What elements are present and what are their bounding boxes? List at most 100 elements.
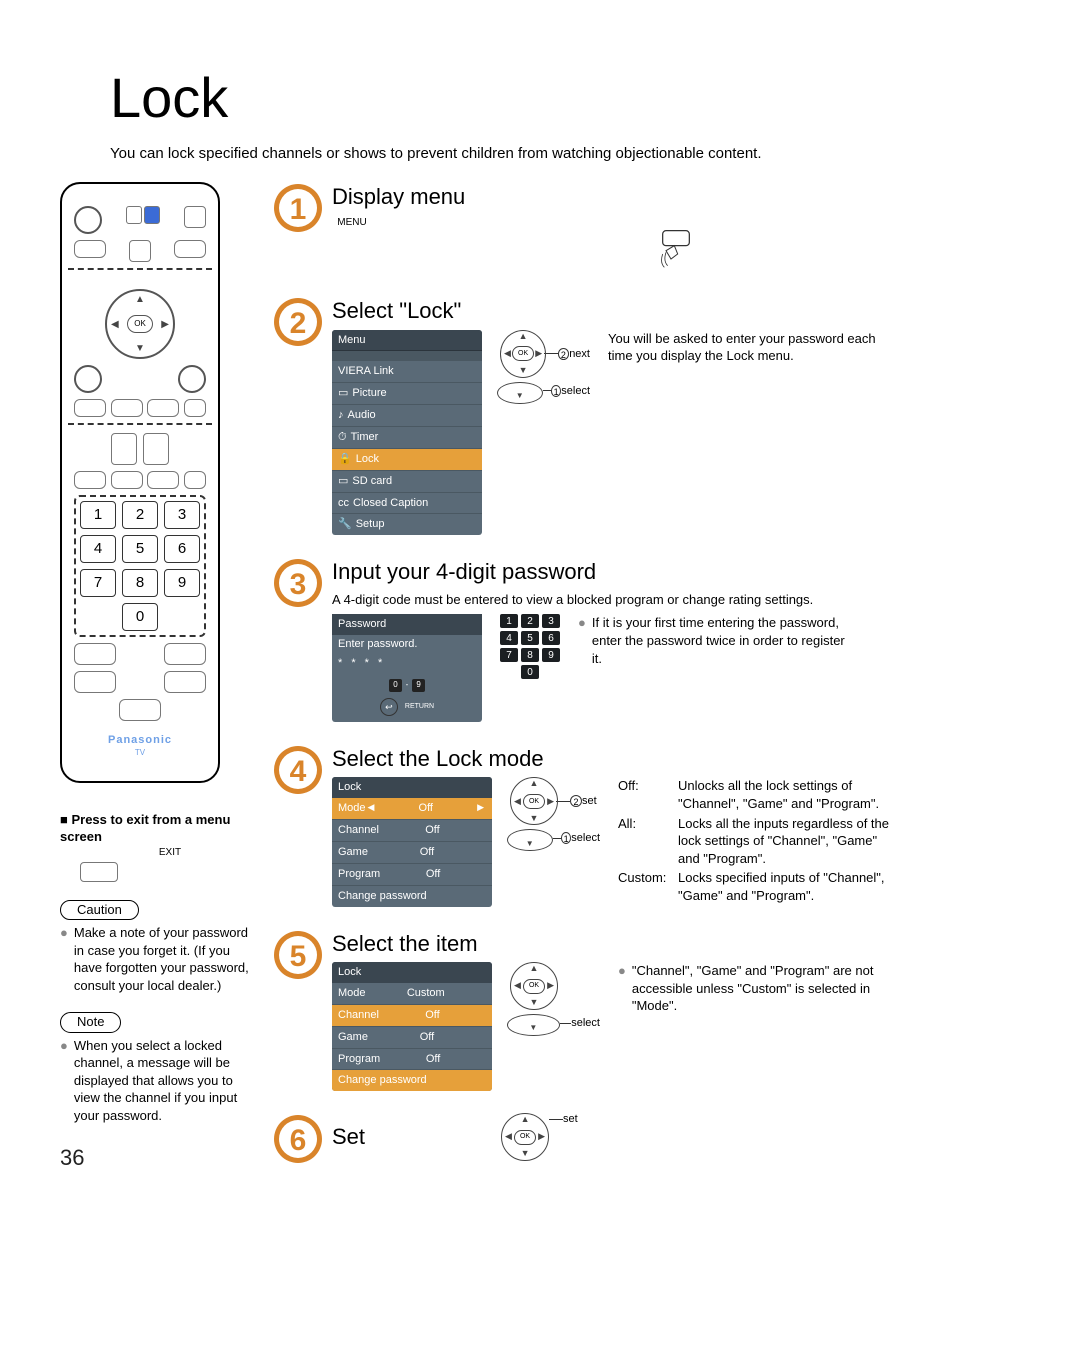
- svg-text:6: 6: [290, 1124, 307, 1157]
- nav-diagram: ▲▼◀▶ OK select: [510, 962, 600, 1036]
- remote-btn: [74, 643, 116, 665]
- caution-block: Caution ●Make a note of your password in…: [60, 900, 260, 995]
- remote-btn: [164, 643, 206, 665]
- menu-item: ▭SD card: [332, 471, 482, 493]
- menu-panel: Menu VIERA Link ▭Picture ♪Audio ⏱Timer 🔒…: [332, 330, 482, 536]
- menu-item: VIERA Link: [332, 361, 482, 383]
- step-5: 5 Select the item Lock ModeCustom Channe…: [272, 929, 1020, 1092]
- step5-info: ●"Channel", "Game" and "Program" are not…: [618, 962, 898, 1015]
- nav-diagram: ▲▼◀▶ OK 2next 1select: [500, 330, 590, 404]
- lock-header: Lock: [332, 777, 492, 798]
- step3-heading: Input your 4-digit password: [332, 557, 1020, 587]
- step-number-6: 6: [272, 1113, 324, 1165]
- keypad-mini: 123 456 789 0: [500, 614, 560, 682]
- page-intro: You can lock specified channels or shows…: [110, 144, 1020, 164]
- remote-tiny-btn: [126, 206, 142, 224]
- dpad-icon: ▲▼◀▶ OK: [501, 1113, 549, 1161]
- step5-heading: Select the item: [332, 929, 1020, 959]
- range-to: 9: [412, 679, 424, 692]
- remote-btn: [111, 471, 143, 489]
- remote-small-btn: [184, 206, 206, 228]
- nav-select: select: [571, 832, 600, 844]
- rocker-btn: [143, 433, 169, 465]
- step-number-3: 3: [272, 557, 324, 609]
- remote-btn: [174, 240, 206, 258]
- remote-btn: [184, 399, 206, 417]
- step4-heading: Select the Lock mode: [332, 744, 1020, 774]
- key-6: 6: [164, 535, 200, 563]
- lock-row: Mode◀Off▶: [332, 798, 492, 820]
- step-6: 6 Set ▲▼◀▶ OK set: [272, 1113, 1020, 1165]
- page-title: Lock: [110, 60, 1020, 136]
- main-layout: SUB MENU ▲▼◀▶ OK: [60, 182, 1020, 1187]
- remote-tiny-btn-blue: [144, 206, 160, 224]
- remote-round-btn: [74, 365, 102, 393]
- step6-heading: Set: [332, 1122, 365, 1152]
- key-4: 4: [80, 535, 116, 563]
- key-9: 9: [164, 569, 200, 597]
- mode-key: Off:: [618, 777, 678, 812]
- menu-item: 🔧Setup: [332, 514, 482, 535]
- rocker-btn: [111, 433, 137, 465]
- menu-item: ▭Picture: [332, 383, 482, 405]
- note-text: When you select a locked channel, a mess…: [74, 1037, 260, 1125]
- svg-text:5: 5: [290, 940, 307, 973]
- return-label: RETURN: [405, 702, 434, 711]
- menu-item: ccClosed Caption: [332, 493, 482, 515]
- dpad-icon: ▲▼◀▶ OK: [510, 962, 558, 1010]
- password-header: Password: [332, 614, 482, 635]
- remote-btn: [74, 471, 106, 489]
- dpad-icon: ▲▼◀▶ OK: [510, 777, 558, 825]
- step-1: 1 Display menu MENU: [272, 182, 1020, 274]
- menu-item-lock: 🔒Lock: [332, 449, 482, 471]
- dpad-icon: ▲▼◀▶ OK: [500, 330, 546, 378]
- step-number-2: 2: [272, 296, 324, 348]
- note-pill: Note: [60, 1012, 121, 1033]
- lock-row: GameOff: [332, 1027, 492, 1049]
- remote-btn: [119, 699, 161, 721]
- lock-row: ProgramOff: [332, 1049, 492, 1071]
- remote-btn: [129, 240, 151, 262]
- remote-round-btn: [178, 365, 206, 393]
- key-7: 7: [80, 569, 116, 597]
- lock-row: ProgramOff: [332, 864, 492, 886]
- exit-title: Press to exit from a menu screen: [60, 811, 260, 846]
- step2-heading: Select "Lock": [332, 296, 1020, 326]
- lock-row: ChannelOff: [332, 1005, 492, 1027]
- oval-icon: [507, 1014, 560, 1036]
- steps-column: 1 Display menu MENU 2: [272, 182, 1020, 1187]
- return-icon: ↩: [380, 698, 398, 716]
- range-from: 0: [389, 679, 401, 692]
- step1-heading: Display menu: [332, 182, 1020, 212]
- remote-brand: Panasonic: [74, 733, 206, 748]
- nav-select: select: [561, 385, 590, 397]
- menu-label: MENU: [332, 216, 372, 230]
- svg-text:4: 4: [290, 755, 307, 788]
- range-dash: -: [406, 680, 409, 691]
- step2-info: You will be asked to enter your password…: [608, 330, 888, 365]
- menu-item: ⏱Timer: [332, 427, 482, 449]
- lock-panel-5: Lock ModeCustom ChannelOff GameOff Progr…: [332, 962, 492, 1091]
- remote-btn: [74, 240, 106, 258]
- key-2: 2: [122, 501, 158, 529]
- exit-block: Press to exit from a menu screen EXIT: [60, 811, 260, 882]
- step-2: 2 Select "Lock" Menu VIERA Link ▭Picture…: [272, 296, 1020, 535]
- nav-set: set: [582, 795, 597, 807]
- key-5: 5: [122, 535, 158, 563]
- remote-btn: [111, 399, 143, 417]
- remote-brand-sub: TV: [74, 748, 206, 759]
- nav-set: set: [563, 1113, 578, 1125]
- remote-btn: [147, 471, 179, 489]
- exit-button-icon: [80, 862, 118, 882]
- mode-table: Off:Unlocks all the lock settings of "Ch…: [618, 777, 898, 906]
- menu-item: ♪Audio: [332, 405, 482, 427]
- lock-header: Lock: [332, 962, 492, 983]
- oval-icon: [507, 829, 553, 851]
- menu-button-icon: [659, 229, 693, 274]
- step-3: 3 Input your 4-digit password A 4-digit …: [272, 557, 1020, 722]
- remote-btn: [164, 671, 206, 693]
- page-number: 36: [60, 1143, 260, 1173]
- mode-key: Custom:: [618, 869, 678, 904]
- nav-diagram: ▲▼◀▶ OK 2set 1select: [510, 777, 600, 851]
- menu-header: Menu: [332, 330, 482, 352]
